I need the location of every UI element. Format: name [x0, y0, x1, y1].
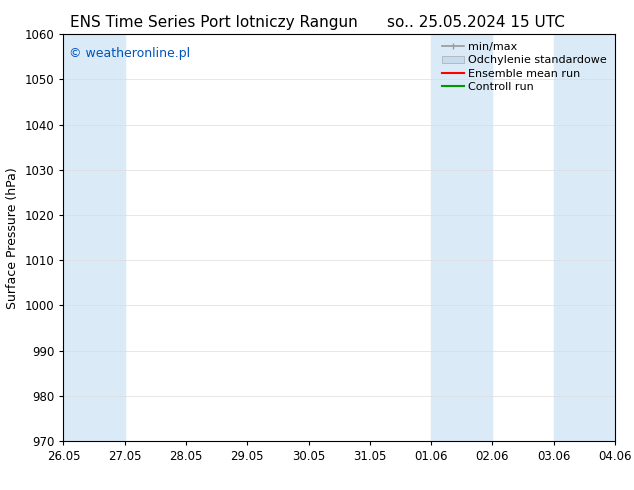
- Text: © weatheronline.pl: © weatheronline.pl: [69, 47, 190, 59]
- Bar: [431, 34, 493, 441]
- Y-axis label: Surface Pressure (hPa): Surface Pressure (hPa): [6, 167, 19, 309]
- Text: ENS Time Series Port lotniczy Rangun      so.. 25.05.2024 15 UTC: ENS Time Series Port lotniczy Rangun so.…: [70, 15, 564, 30]
- Bar: [63, 34, 125, 441]
- Legend: min/max, Odchylenie standardowe, Ensemble mean run, Controll run: min/max, Odchylenie standardowe, Ensembl…: [439, 40, 609, 94]
- Bar: [553, 34, 615, 441]
